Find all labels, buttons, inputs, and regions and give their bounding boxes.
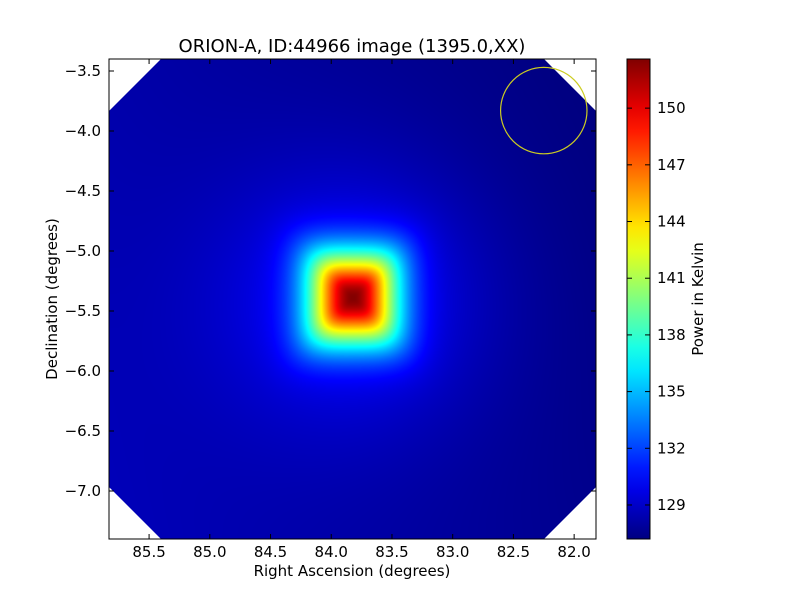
plot-frame	[108, 58, 597, 540]
y-tick-label: −6.0	[65, 362, 101, 380]
x-tick-label: 83.5	[375, 543, 408, 561]
y-tick-label: −6.5	[65, 422, 101, 440]
x-axis-label: Right Ascension (degrees)	[254, 562, 451, 580]
x-tick-label: 83.0	[436, 543, 469, 561]
colorbar-tick-label: 150	[657, 99, 686, 117]
y-tick-label: −5.0	[65, 242, 101, 260]
colorbar-label: Power in Kelvin	[689, 242, 707, 356]
y-tick-label: −7.0	[65, 482, 101, 500]
plot-area	[109, 59, 596, 539]
y-tick-label: −4.5	[65, 182, 101, 200]
y-tick-label: −5.5	[65, 302, 101, 320]
x-tick-label: 82.0	[557, 543, 590, 561]
colorbar-tick-label: 141	[657, 269, 686, 287]
colorbar-tick-label: 144	[657, 213, 686, 231]
colorbar-tick-label: 129	[657, 496, 686, 514]
colorbar-tick-label: 132	[657, 439, 686, 457]
colorbar-frame	[626, 58, 651, 540]
colorbar-tick-label: 138	[657, 326, 686, 344]
colorbar-tick-label: 135	[657, 383, 686, 401]
x-tick-label: 84.0	[315, 543, 348, 561]
heatmap-image	[109, 59, 596, 539]
beam-circle	[499, 66, 588, 155]
y-tick-label: −3.5	[65, 62, 101, 80]
y-tick-label: −4.0	[65, 122, 101, 140]
y-axis-label: Declination (degrees)	[43, 218, 61, 380]
colorbar: 129 132 135 138 141 144 147 150 Power in Kelvin	[626, 58, 707, 540]
x-tick-label: 84.5	[254, 543, 287, 561]
colorbar-gradient	[627, 59, 650, 539]
x-tick-label: 82.5	[497, 543, 530, 561]
y-axis-ticks: −3.5 −4.0 −4.5 −5.0 −5.5 −6.0 −6.5 −7.0	[65, 62, 596, 500]
colorbar-ticks: 129 132 135 138 141 144 147 150	[627, 99, 686, 514]
x-axis-ticks: 85.5 85.0 84.5 84.0 83.5 83.0 82.5 82.0	[132, 59, 591, 561]
heatmap-raster	[109, 59, 596, 539]
colorbar-tick-label: 147	[657, 156, 686, 174]
chart-title: ORION-A, ID:44966 image (1395.0,XX)	[179, 36, 526, 57]
x-tick-label: 85.0	[193, 543, 226, 561]
x-tick-label: 85.5	[132, 543, 165, 561]
